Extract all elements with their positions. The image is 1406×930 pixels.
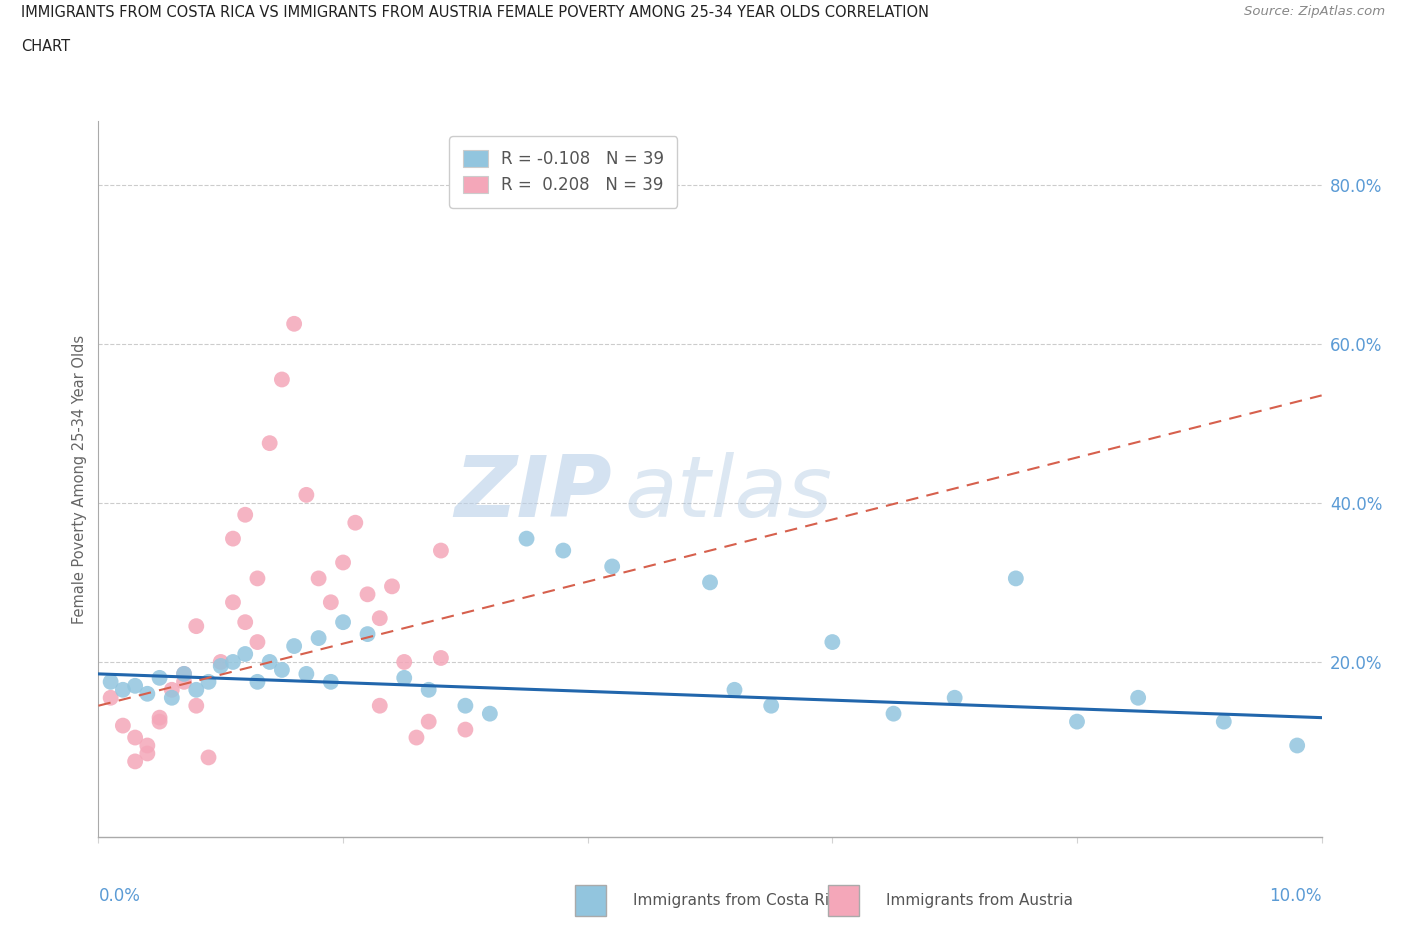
Point bbox=[100, 674, 122, 689]
Point bbox=[516, 531, 538, 546]
Point bbox=[209, 655, 232, 670]
Point bbox=[295, 487, 318, 502]
Point bbox=[418, 714, 440, 729]
Point bbox=[186, 698, 208, 713]
Point bbox=[478, 706, 501, 721]
Point bbox=[233, 507, 256, 522]
Point bbox=[356, 587, 378, 602]
Point bbox=[759, 698, 782, 713]
Text: Immigrants from Austria: Immigrants from Austria bbox=[886, 893, 1073, 908]
Point bbox=[368, 611, 391, 626]
Point bbox=[430, 651, 453, 666]
Point bbox=[332, 555, 354, 570]
Point bbox=[392, 671, 416, 685]
Text: IMMIGRANTS FROM COSTA RICA VS IMMIGRANTS FROM AUSTRIA FEMALE POVERTY AMONG 25-34: IMMIGRANTS FROM COSTA RICA VS IMMIGRANTS… bbox=[21, 5, 929, 20]
Point bbox=[454, 722, 477, 737]
Point bbox=[222, 531, 245, 546]
Text: CHART: CHART bbox=[21, 39, 70, 54]
Point bbox=[233, 646, 256, 661]
Text: ZIP: ZIP bbox=[454, 452, 612, 535]
Text: Source: ZipAtlas.com: Source: ZipAtlas.com bbox=[1244, 5, 1385, 18]
Point bbox=[308, 631, 330, 645]
Point bbox=[149, 711, 172, 725]
Point bbox=[149, 714, 172, 729]
Point bbox=[1212, 714, 1234, 729]
Point bbox=[124, 730, 146, 745]
Point bbox=[233, 615, 256, 630]
Point bbox=[1128, 690, 1150, 705]
Point bbox=[418, 683, 440, 698]
Point bbox=[1286, 738, 1309, 753]
Point bbox=[270, 372, 292, 387]
Point bbox=[136, 686, 159, 701]
Y-axis label: Female Poverty Among 25-34 Year Olds: Female Poverty Among 25-34 Year Olds bbox=[72, 335, 87, 623]
Point bbox=[883, 706, 905, 721]
Point bbox=[454, 698, 477, 713]
Point bbox=[136, 746, 159, 761]
Point bbox=[270, 662, 292, 677]
Point bbox=[173, 674, 195, 689]
Point bbox=[246, 674, 269, 689]
Point bbox=[186, 618, 208, 633]
Point bbox=[1004, 571, 1026, 586]
Point bbox=[186, 683, 208, 698]
Text: 10.0%: 10.0% bbox=[1270, 887, 1322, 905]
Point bbox=[246, 571, 269, 586]
Point bbox=[259, 435, 281, 451]
Point bbox=[344, 515, 367, 530]
Point bbox=[124, 754, 146, 769]
Point bbox=[222, 595, 245, 610]
Point bbox=[368, 698, 391, 713]
Point bbox=[136, 738, 159, 753]
Point bbox=[405, 730, 427, 745]
Point bbox=[943, 690, 966, 705]
Point bbox=[723, 683, 745, 698]
Point bbox=[173, 667, 195, 682]
Point bbox=[149, 671, 172, 685]
Point bbox=[295, 667, 318, 682]
Text: Immigrants from Costa Rica: Immigrants from Costa Rica bbox=[633, 893, 846, 908]
Point bbox=[283, 316, 305, 331]
Text: atlas: atlas bbox=[624, 452, 832, 535]
Point bbox=[319, 595, 342, 610]
Point bbox=[173, 667, 195, 682]
Point bbox=[319, 674, 342, 689]
Point bbox=[430, 543, 453, 558]
Point bbox=[197, 674, 219, 689]
Point bbox=[197, 750, 219, 764]
Point bbox=[246, 634, 269, 649]
Point bbox=[308, 571, 330, 586]
Point bbox=[209, 658, 232, 673]
Point bbox=[111, 718, 134, 733]
Point bbox=[699, 575, 721, 590]
Point bbox=[259, 655, 281, 670]
Text: 0.0%: 0.0% bbox=[98, 887, 141, 905]
Point bbox=[124, 678, 146, 693]
Legend: R = -0.108   N = 39, R =  0.208   N = 39: R = -0.108 N = 39, R = 0.208 N = 39 bbox=[450, 137, 678, 207]
Point bbox=[283, 639, 305, 654]
Point bbox=[332, 615, 354, 630]
Point bbox=[111, 683, 134, 698]
Point bbox=[392, 655, 416, 670]
Point bbox=[100, 690, 122, 705]
Point bbox=[821, 634, 844, 649]
Point bbox=[600, 559, 623, 574]
Point bbox=[222, 655, 245, 670]
Point bbox=[356, 627, 378, 642]
Point bbox=[381, 578, 404, 593]
Point bbox=[160, 683, 183, 698]
Point bbox=[553, 543, 575, 558]
Point bbox=[160, 690, 183, 705]
Point bbox=[1066, 714, 1088, 729]
